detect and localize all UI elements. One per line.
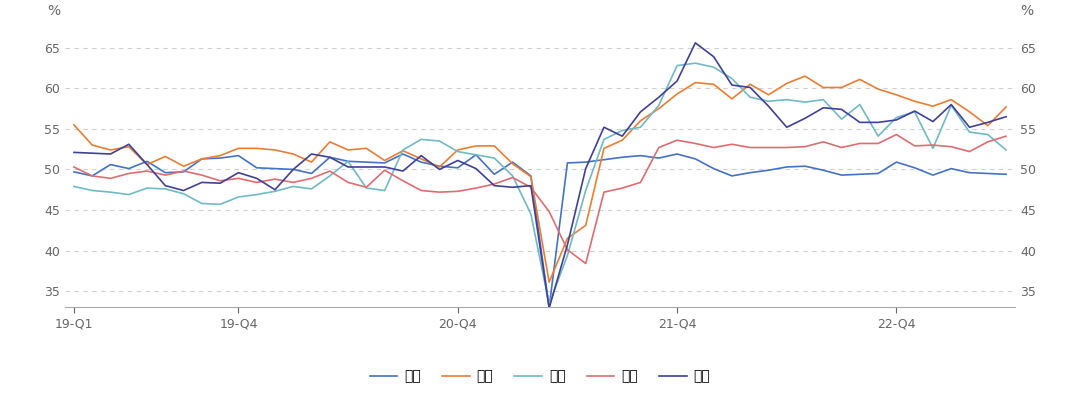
Legend: 中国, 美国, 欧盟, 日本, 英国: 中国, 美国, 欧盟, 日本, 英国 [364, 364, 716, 389]
Text: %: % [1020, 4, 1034, 18]
Text: %: % [46, 4, 60, 18]
